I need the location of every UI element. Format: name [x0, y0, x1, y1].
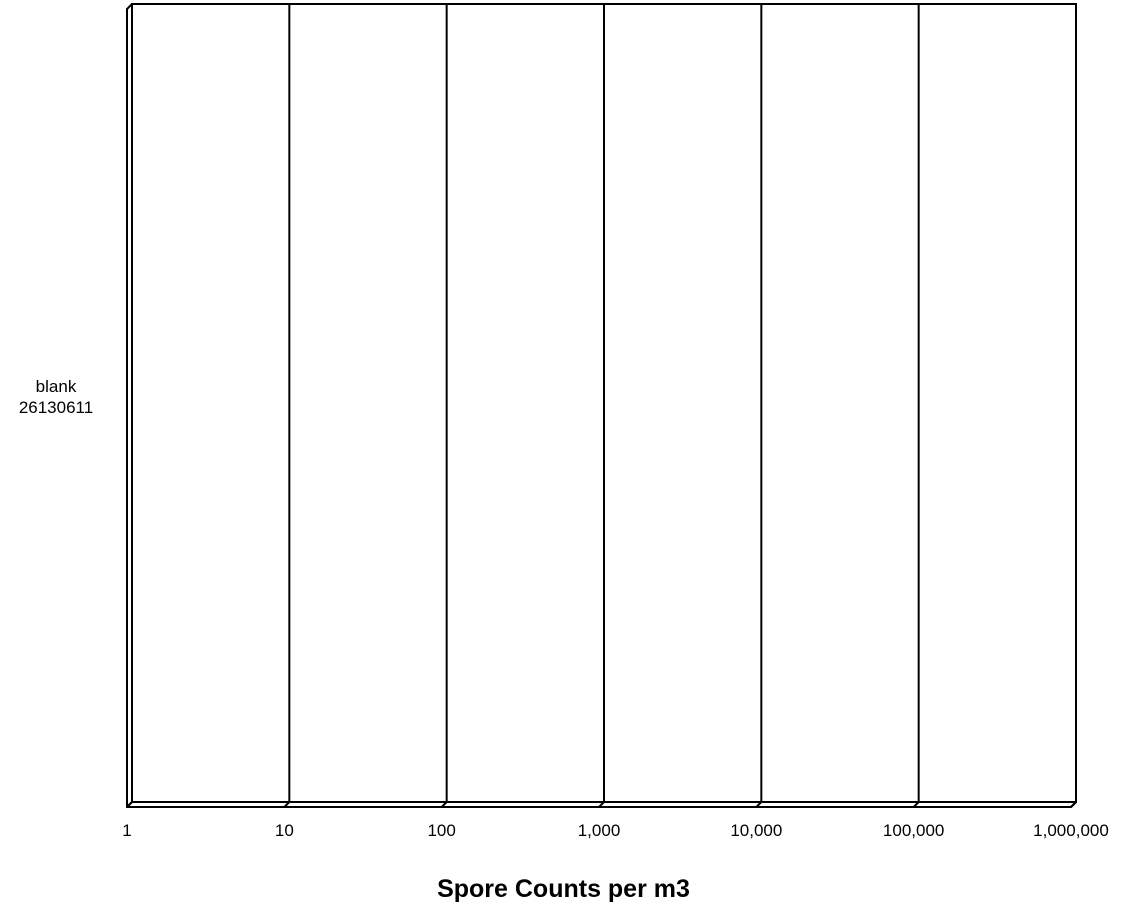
x-tick-label: 1 — [122, 821, 132, 840]
tick-mark-5 — [912, 801, 920, 808]
tick-mark-1 — [283, 801, 291, 808]
category-label-line: 26130611 — [18, 398, 94, 417]
category-label-line: blank — [35, 377, 77, 396]
tick-mark-0 — [126, 801, 133, 808]
x-tick-label: 1,000 — [577, 821, 621, 840]
x-tick-label: 10 — [274, 821, 294, 840]
x-tick-label: 100,000 — [882, 821, 945, 840]
tick-mark-2 — [440, 801, 448, 808]
tick-mark-3 — [598, 801, 605, 808]
x-axis-title: Spore Counts per m3 — [437, 875, 690, 903]
tick-mark-6 — [1070, 801, 1077, 808]
category-label: blank 26130611 — [0, 376, 112, 418]
x-tick-label: 10,000 — [730, 821, 783, 840]
x-tick-label: 100 — [427, 821, 456, 840]
x-tick-label: 1,000,000 — [1033, 821, 1109, 840]
tick-mark-4 — [755, 801, 763, 808]
